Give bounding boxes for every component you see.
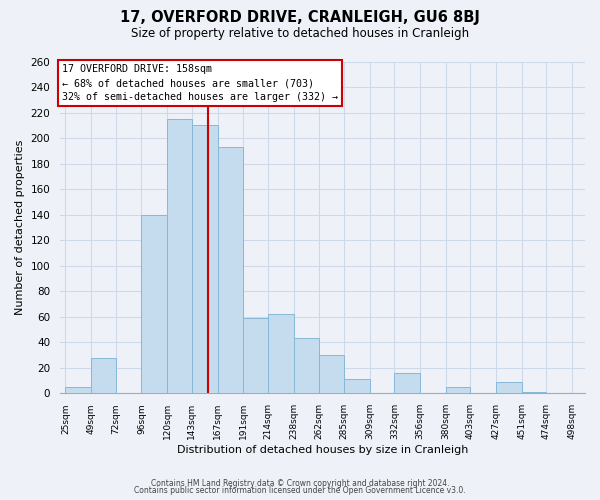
Text: 17 OVERFORD DRIVE: 158sqm
← 68% of detached houses are smaller (703)
32% of semi: 17 OVERFORD DRIVE: 158sqm ← 68% of detac… xyxy=(62,64,338,102)
Bar xyxy=(344,380,370,394)
Bar xyxy=(65,387,91,394)
Bar xyxy=(394,373,420,394)
Bar xyxy=(142,214,167,394)
Bar xyxy=(522,392,547,394)
Bar xyxy=(496,382,522,394)
X-axis label: Distribution of detached houses by size in Cranleigh: Distribution of detached houses by size … xyxy=(177,445,468,455)
Bar xyxy=(446,387,470,394)
Bar xyxy=(192,126,218,394)
Y-axis label: Number of detached properties: Number of detached properties xyxy=(15,140,25,315)
Bar xyxy=(243,318,268,394)
Text: 17, OVERFORD DRIVE, CRANLEIGH, GU6 8BJ: 17, OVERFORD DRIVE, CRANLEIGH, GU6 8BJ xyxy=(120,10,480,25)
Bar xyxy=(218,147,243,394)
Bar xyxy=(91,358,116,394)
Text: Contains HM Land Registry data © Crown copyright and database right 2024.: Contains HM Land Registry data © Crown c… xyxy=(151,478,449,488)
Bar xyxy=(268,314,293,394)
Text: Contains public sector information licensed under the Open Government Licence v3: Contains public sector information licen… xyxy=(134,486,466,495)
Bar xyxy=(319,355,344,394)
Bar xyxy=(167,119,192,394)
Text: Size of property relative to detached houses in Cranleigh: Size of property relative to detached ho… xyxy=(131,28,469,40)
Bar xyxy=(293,338,319,394)
